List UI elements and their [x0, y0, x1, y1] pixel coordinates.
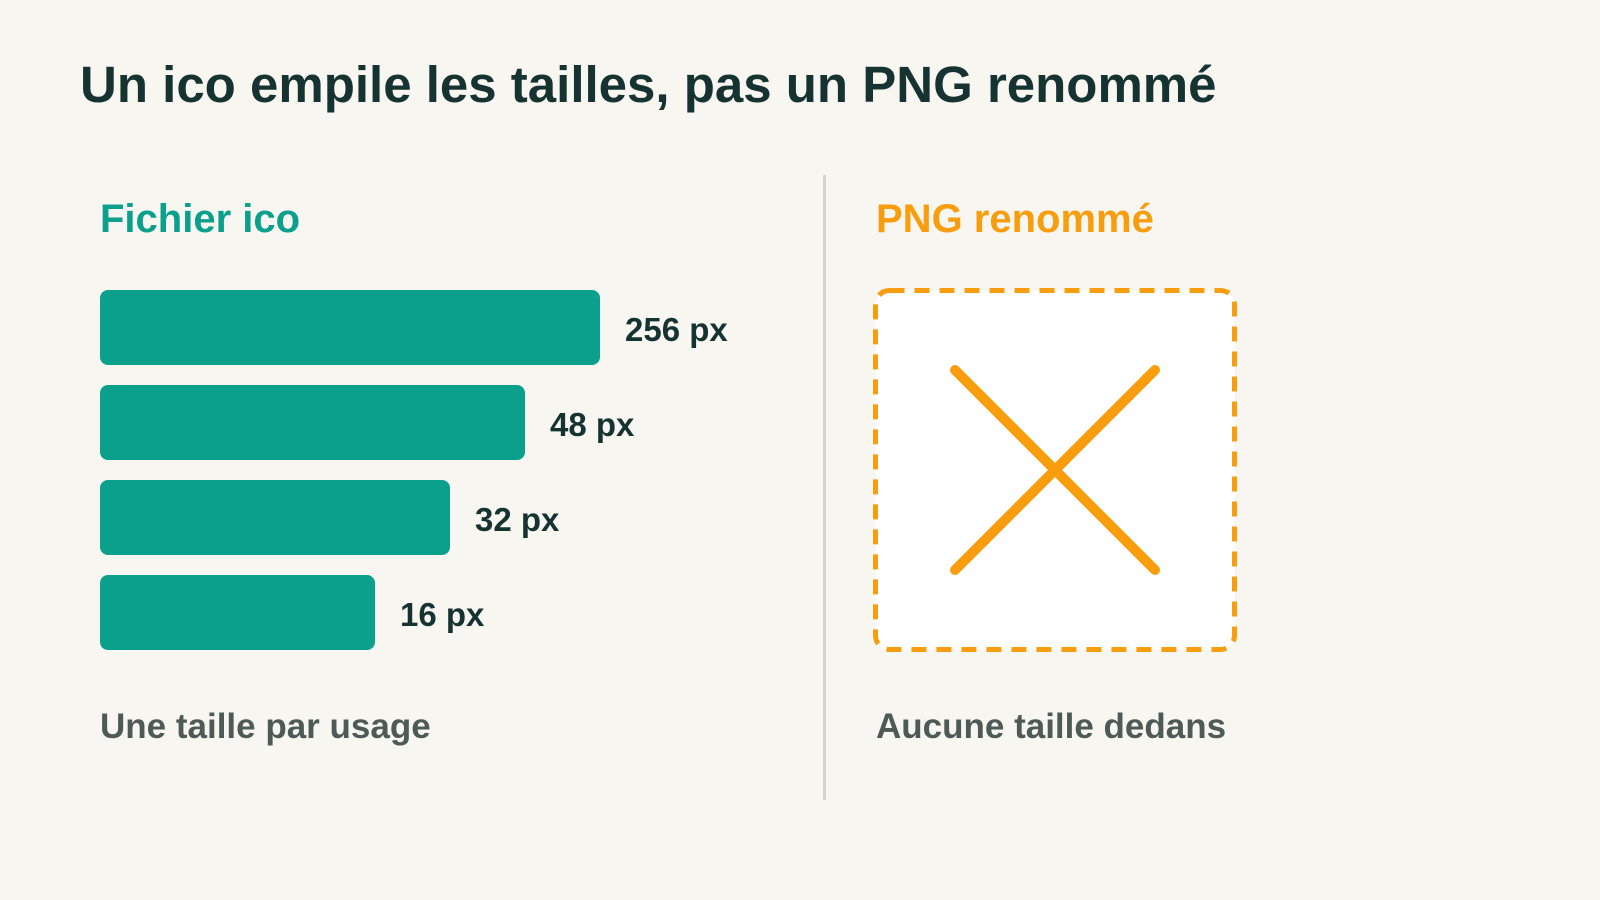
size-bar-16: [100, 575, 375, 650]
png-panel-caption: Aucune taille dedans: [876, 707, 1227, 746]
page-title: Un ico empile les tailles, pas un PNG re…: [80, 56, 1217, 113]
size-bar-256: [100, 290, 600, 365]
size-label-32: 32 px: [475, 501, 560, 538]
size-label-16: 16 px: [400, 596, 485, 633]
size-bar-48: [100, 385, 525, 460]
panel-divider: [823, 175, 826, 800]
size-label-48: 48 px: [550, 406, 635, 443]
ico-panel-heading: Fichier ico: [100, 197, 301, 241]
cross-icon: [950, 365, 1160, 575]
size-label-256: 256 px: [625, 311, 728, 348]
empty-png-box: [873, 288, 1237, 652]
ico-panel-caption: Une taille par usage: [100, 707, 431, 746]
png-panel-heading: PNG renommé: [876, 197, 1154, 241]
size-bar-32: [100, 480, 450, 555]
